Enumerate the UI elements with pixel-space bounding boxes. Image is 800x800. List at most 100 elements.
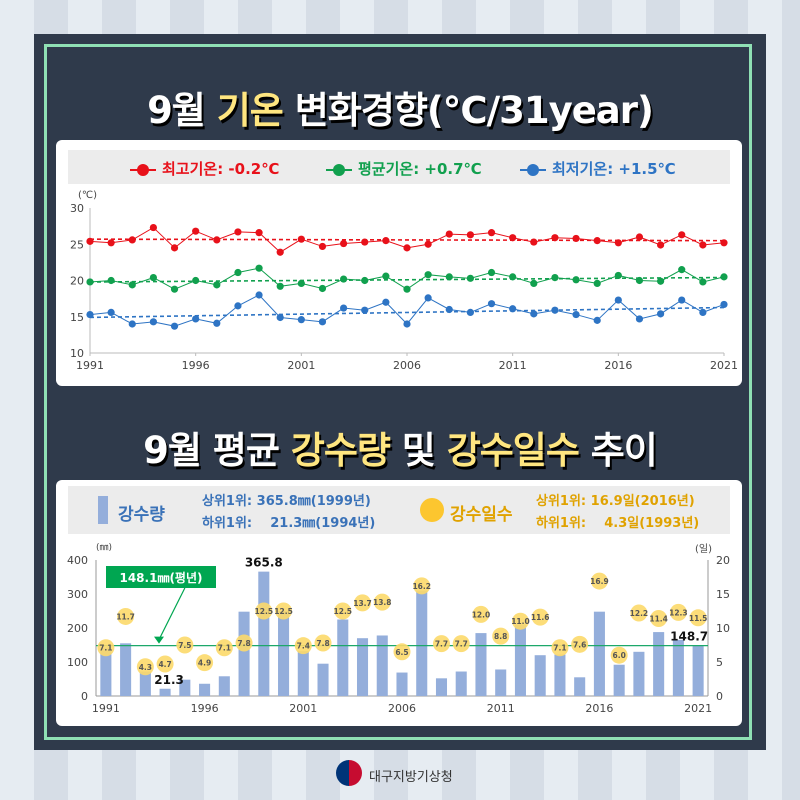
series-0-point bbox=[424, 240, 432, 248]
precip-bar bbox=[258, 571, 270, 696]
series-0-point bbox=[340, 239, 348, 248]
series-2-point bbox=[170, 322, 179, 330]
rain-days-bubble bbox=[393, 643, 411, 661]
x-tick-label: 1991 bbox=[92, 702, 120, 715]
y-left-unit: (㎜) bbox=[96, 543, 112, 553]
rain-days-bubble bbox=[531, 608, 549, 626]
title-part: 추이 bbox=[578, 429, 658, 472]
rain-days-label: 7.1 bbox=[99, 644, 112, 653]
series-1-point bbox=[572, 276, 580, 284]
title-highlight: 강수일수 bbox=[446, 429, 580, 472]
series-2-point bbox=[635, 315, 644, 323]
series-1-point bbox=[657, 277, 665, 285]
rain-days-label: 12.3 bbox=[669, 608, 688, 617]
rain-days-label: 16.2 bbox=[412, 582, 431, 591]
series-0-point bbox=[572, 234, 580, 243]
series-2-point bbox=[192, 315, 200, 323]
rain-days-label: 7.7 bbox=[435, 640, 448, 649]
series-2-point bbox=[572, 310, 580, 319]
x-tick-label: 2006 bbox=[388, 702, 416, 715]
precip-bar bbox=[179, 679, 191, 696]
blue-line-marker-icon bbox=[520, 163, 546, 176]
rain-days-label: 7.5 bbox=[178, 641, 191, 650]
bar-swatch-icon bbox=[98, 496, 108, 524]
legend-precip-max: 상위1위: 365.8㎜(1999년) bbox=[202, 494, 371, 509]
rain-days-label: 6.0 bbox=[613, 651, 626, 660]
y-right-tick-label: 20 bbox=[716, 554, 730, 567]
rain-days-label: 12.2 bbox=[630, 609, 649, 618]
precip-bar bbox=[218, 676, 230, 696]
rain-days-label: 12.5 bbox=[274, 607, 293, 616]
series-0-point bbox=[276, 248, 284, 256]
series-2-point bbox=[255, 291, 263, 299]
series-1-point bbox=[424, 271, 432, 279]
series-0-point bbox=[107, 239, 115, 247]
rain-days-label: 11.4 bbox=[649, 614, 668, 623]
series-0-point bbox=[192, 227, 200, 235]
series-0-point bbox=[149, 223, 157, 232]
legend-max-temp-label: 최고기온: -0.2℃ bbox=[162, 160, 280, 178]
series-1-point bbox=[297, 279, 305, 287]
legend-avg-temp-label: 평균기온: +0.7℃ bbox=[358, 160, 482, 178]
red-line-marker-icon bbox=[130, 163, 156, 176]
rain-days-bubble bbox=[176, 636, 194, 654]
series-0-point bbox=[593, 237, 601, 245]
day-bubble-swatch-icon bbox=[420, 498, 444, 522]
temperature-legend: 최고기온: -0.2℃ 평균기온: +0.7℃ 최저기온: +1.5℃ bbox=[68, 150, 730, 184]
rain-days-label: 13.8 bbox=[373, 598, 392, 607]
x-tick-label: 2011 bbox=[499, 359, 527, 372]
rain-days-bubble bbox=[275, 602, 293, 620]
x-tick-label: 2006 bbox=[393, 359, 421, 372]
series-2-point bbox=[107, 308, 115, 316]
precip-bar bbox=[100, 647, 112, 696]
series-2-point bbox=[720, 300, 728, 309]
series-0-point bbox=[403, 244, 411, 252]
rain-days-label: 7.4 bbox=[297, 642, 310, 651]
legend-min-temp: 최저기온: +1.5℃ bbox=[520, 158, 676, 179]
series-0-point bbox=[551, 234, 559, 242]
rain-days-bubble bbox=[511, 612, 529, 630]
y-right-tick-label: 5 bbox=[716, 656, 723, 669]
x-tick-label: 2001 bbox=[287, 359, 315, 372]
legend-days-label: 강수일수 bbox=[450, 505, 513, 525]
series-1-point bbox=[340, 275, 348, 283]
temp-section-title: 9월 기온 변화경향(℃/31year) bbox=[0, 80, 800, 134]
legend-min-temp-label: 최저기온: +1.5℃ bbox=[552, 160, 676, 178]
rain-days-bubble bbox=[413, 577, 431, 595]
rain-days-bubble bbox=[630, 604, 648, 622]
x-tick-label: 2021 bbox=[684, 702, 712, 715]
precip-bar bbox=[593, 611, 605, 696]
y-tick-label: 25 bbox=[70, 238, 84, 251]
x-tick-label: 1996 bbox=[191, 702, 219, 715]
precip-bar bbox=[396, 672, 408, 696]
x-tick-label: 1996 bbox=[182, 359, 210, 372]
series-0-point bbox=[445, 230, 453, 238]
precip-bar bbox=[238, 611, 250, 696]
series-0-point bbox=[382, 237, 390, 245]
x-tick-label: 2021 bbox=[710, 359, 738, 372]
temperature-line-chart: (℃) 10 15 20 25 30 1991 1996 2001 2006 2011 2016 202… bbox=[70, 190, 738, 372]
rain-days-bubble bbox=[334, 602, 352, 620]
temperature-chart-panel: 최고기온: -0.2℃ 평균기온: +0.7℃ 최저기온: +1.5℃ (℃) 1… bbox=[56, 140, 742, 386]
series-1-point bbox=[276, 282, 284, 290]
rain-days-bubble bbox=[196, 654, 214, 672]
precip-bar bbox=[416, 590, 428, 696]
precip-bar bbox=[159, 688, 171, 696]
rain-days-bubble bbox=[215, 639, 233, 657]
rain-days-bubble bbox=[136, 658, 154, 676]
series-0-point bbox=[720, 239, 728, 247]
precip-bar bbox=[495, 669, 507, 696]
series-2-point bbox=[297, 316, 305, 324]
series-1-point bbox=[593, 279, 601, 287]
precip-bar bbox=[337, 619, 349, 696]
rain-days-label: 4.9 bbox=[198, 659, 211, 668]
series-2-point bbox=[614, 296, 622, 304]
y-left-tick-label: 200 bbox=[67, 622, 88, 635]
precip-bar bbox=[633, 651, 645, 696]
rain-days-label: 16.9 bbox=[590, 577, 609, 586]
series-1-point bbox=[107, 276, 115, 285]
precip-bar bbox=[574, 677, 586, 696]
rain-days-bubble bbox=[117, 607, 135, 625]
series-2-point bbox=[530, 310, 538, 318]
series-2-point bbox=[678, 296, 686, 304]
